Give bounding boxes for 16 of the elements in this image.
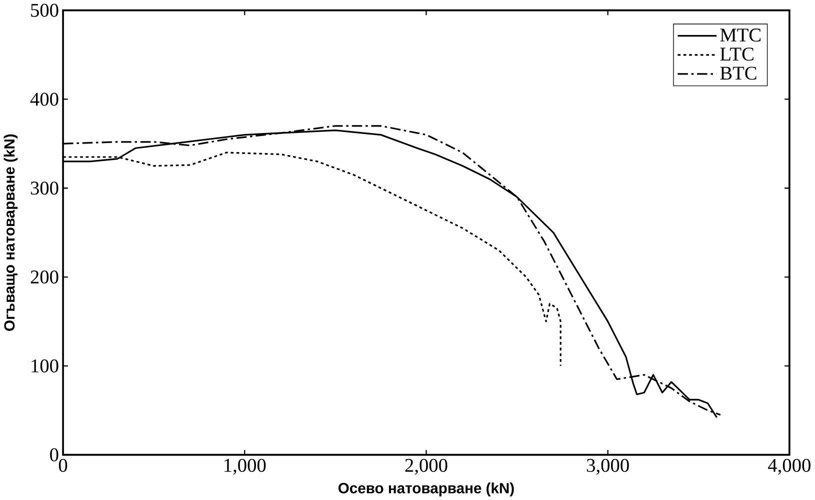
- y-axis-title: Огъващо натоварване (kN): [4, 134, 18, 331]
- x-tick-label: 3,000: [586, 458, 629, 475]
- x-axis-title: Осево натоварване (kN): [338, 482, 514, 496]
- legend-label: BTC: [720, 66, 756, 80]
- x-tick-label: 0: [58, 458, 68, 472]
- x-tick-label: 4,000: [768, 458, 810, 475]
- x-tick-label: 1,000: [224, 458, 266, 475]
- y-tick-label: 0: [50, 448, 58, 462]
- legend-label: MTC: [720, 28, 761, 42]
- x-tick-label: 2,000: [405, 458, 448, 475]
- legend-label: LTC: [720, 48, 754, 61]
- y-tick-label: 400: [30, 92, 58, 106]
- y-tick-label: 500: [31, 4, 58, 17]
- y-tick-label: 300: [30, 182, 58, 195]
- y-tick-label: 200: [30, 270, 58, 284]
- y-tick-label: 100: [32, 359, 58, 372]
